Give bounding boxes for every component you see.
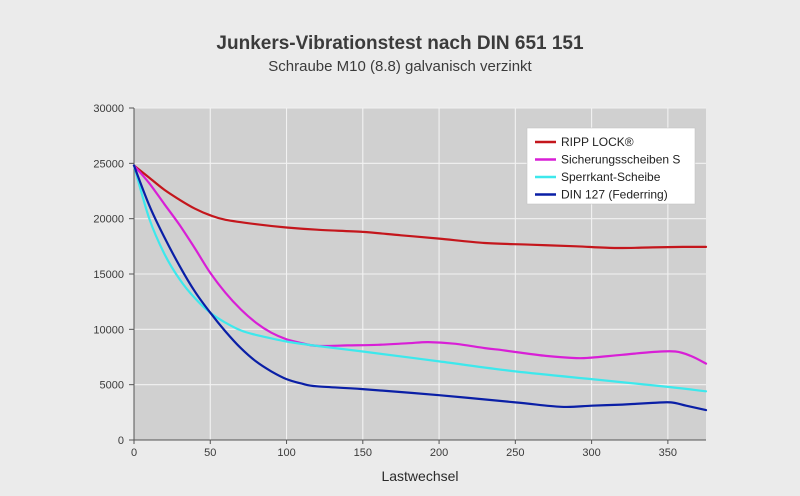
y-tick-label: 10000 — [93, 324, 124, 336]
x-tick-label: 300 — [582, 447, 600, 459]
y-tick-label: 0 — [118, 435, 124, 447]
x-tick-label: 350 — [659, 447, 677, 459]
x-tick-label: 50 — [204, 447, 216, 459]
series-line-din-127-federring — [132, 164, 708, 412]
legend: RIPP LOCK® Sicherungsscheiben S Sperrkant-… — [526, 127, 696, 205]
tick-labels: 0 50 100 150 200 250 300 350 0 5000 10000 15000 2000… — [93, 103, 677, 459]
series-line-sperrkant-scheibe — [132, 164, 708, 393]
axes — [129, 107, 706, 444]
legend-label-sperrkant-scheibe: Sperrkant-Scheibe — [561, 170, 661, 184]
y-tick-label: 5000 — [100, 380, 124, 392]
x-tick-label: 0 — [131, 447, 137, 459]
chart-title: Junkers-Vibrationstest nach DIN 651 151 — [216, 33, 584, 54]
x-tick-label: 100 — [277, 447, 295, 459]
x-tick-label: 200 — [430, 447, 448, 459]
series-line-ripp-lock — [132, 164, 708, 250]
legend-label-ripp-lock: RIPP LOCK® — [561, 135, 634, 149]
x-axis-title: Lastwechsel — [381, 468, 458, 484]
y-tick-label: 15000 — [93, 269, 124, 281]
x-tick-label: 250 — [506, 447, 524, 459]
chart-subtitle: Schraube M10 (8.8) galvanisch verzinkt — [268, 58, 532, 75]
series-line-sicherungsscheiben-s — [132, 164, 708, 365]
x-tick-label: 150 — [354, 447, 372, 459]
y-tick-label: 25000 — [93, 158, 124, 170]
legend-box — [526, 127, 696, 205]
legend-label-din-127-federring: DIN 127 (Federring) — [561, 188, 668, 202]
y-tick-label: 20000 — [93, 214, 124, 226]
y-tick-label: 30000 — [93, 103, 124, 115]
legend-label-sicherungsscheiben-s: Sicherungsscheiben S — [561, 153, 680, 167]
series-lines — [132, 164, 708, 412]
